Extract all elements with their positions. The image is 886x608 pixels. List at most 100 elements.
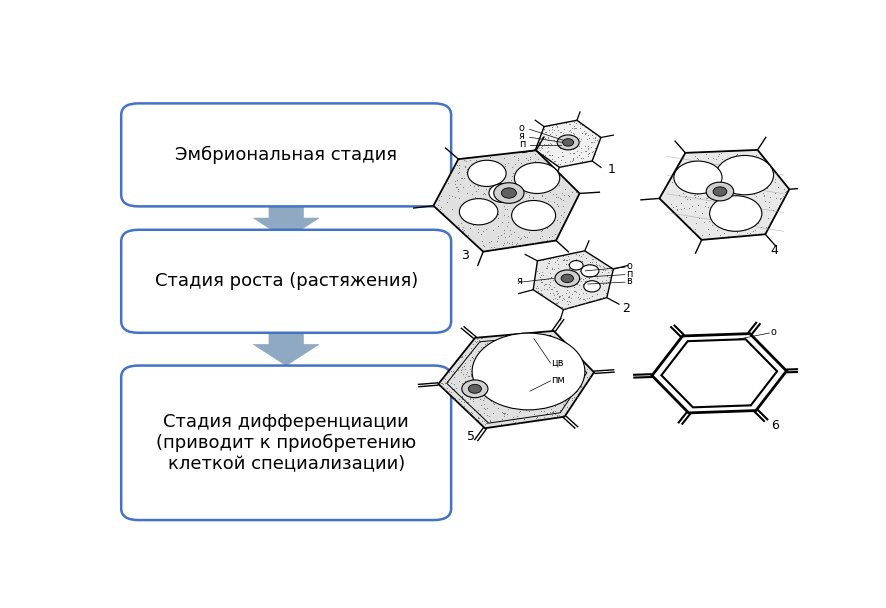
- Point: [722, 181, 736, 190]
- Point: [696, 216, 711, 226]
- Point: [463, 368, 478, 378]
- Point: [486, 225, 500, 235]
- Point: [579, 134, 594, 143]
- Point: [681, 195, 696, 204]
- Point: [491, 196, 505, 206]
- Point: [476, 201, 490, 210]
- Point: [506, 181, 520, 191]
- Point: [758, 225, 773, 235]
- Point: [550, 259, 564, 269]
- Point: [458, 358, 472, 368]
- Point: [717, 160, 731, 170]
- Point: [543, 187, 557, 197]
- Point: [467, 362, 481, 371]
- Point: [566, 123, 580, 133]
- Point: [599, 263, 613, 273]
- Point: [680, 195, 694, 204]
- Point: [534, 327, 548, 337]
- Point: [468, 156, 482, 165]
- Point: [571, 289, 586, 299]
- Point: [528, 181, 542, 191]
- Point: [542, 212, 556, 221]
- Point: [729, 227, 743, 237]
- Point: [476, 214, 490, 224]
- Point: [688, 218, 703, 227]
- Point: [547, 156, 561, 166]
- Point: [702, 212, 716, 222]
- Text: о: о: [770, 327, 776, 337]
- Point: [689, 153, 703, 163]
- Point: [509, 173, 524, 182]
- Point: [489, 331, 503, 341]
- Point: [457, 372, 471, 382]
- Point: [477, 393, 491, 403]
- Point: [757, 192, 771, 201]
- Point: [545, 231, 559, 241]
- Point: [474, 416, 488, 426]
- Point: [766, 174, 781, 184]
- Point: [562, 292, 576, 302]
- Point: [553, 127, 567, 137]
- Point: [568, 118, 582, 128]
- Point: [688, 190, 702, 199]
- Point: [556, 174, 570, 184]
- Point: [540, 142, 555, 152]
- Point: [504, 239, 518, 249]
- Point: [540, 275, 555, 285]
- FancyBboxPatch shape: [121, 103, 451, 206]
- Point: [560, 278, 574, 288]
- Point: [499, 188, 513, 198]
- Point: [575, 278, 589, 288]
- Point: [535, 255, 549, 265]
- Point: [509, 418, 523, 428]
- Point: [554, 272, 568, 282]
- Point: [511, 407, 525, 417]
- Point: [483, 395, 497, 405]
- Point: [491, 157, 505, 167]
- Point: [456, 225, 470, 235]
- Point: [455, 378, 469, 387]
- Point: [717, 229, 731, 238]
- Point: [549, 275, 563, 285]
- Point: [528, 283, 542, 292]
- Point: [494, 160, 508, 170]
- Point: [478, 196, 492, 206]
- Point: [451, 193, 465, 202]
- Point: [706, 196, 720, 206]
- Point: [587, 137, 601, 147]
- Point: [755, 173, 769, 183]
- Point: [671, 190, 685, 200]
- Point: [500, 189, 514, 199]
- Point: [497, 232, 511, 242]
- Point: [556, 125, 571, 134]
- Point: [688, 224, 702, 234]
- Point: [449, 182, 463, 192]
- Point: [478, 184, 493, 194]
- Point: [739, 229, 753, 238]
- Point: [688, 151, 702, 161]
- Point: [498, 399, 512, 409]
- Point: [504, 229, 518, 239]
- Point: [531, 286, 545, 296]
- Point: [721, 155, 735, 165]
- Point: [521, 221, 535, 230]
- Point: [729, 170, 743, 179]
- Point: [573, 273, 587, 283]
- Point: [508, 239, 522, 249]
- Point: [738, 193, 752, 202]
- Text: 2: 2: [622, 302, 629, 315]
- Point: [549, 215, 563, 224]
- Point: [550, 159, 564, 169]
- Point: [556, 399, 570, 409]
- Point: [544, 122, 558, 132]
- Point: [458, 364, 472, 374]
- Point: [720, 164, 734, 173]
- Point: [506, 175, 520, 185]
- Point: [463, 365, 478, 375]
- Point: [589, 285, 603, 294]
- Point: [496, 409, 510, 419]
- Point: [470, 357, 485, 367]
- Point: [455, 391, 469, 401]
- Point: [585, 266, 599, 276]
- Point: [548, 156, 562, 165]
